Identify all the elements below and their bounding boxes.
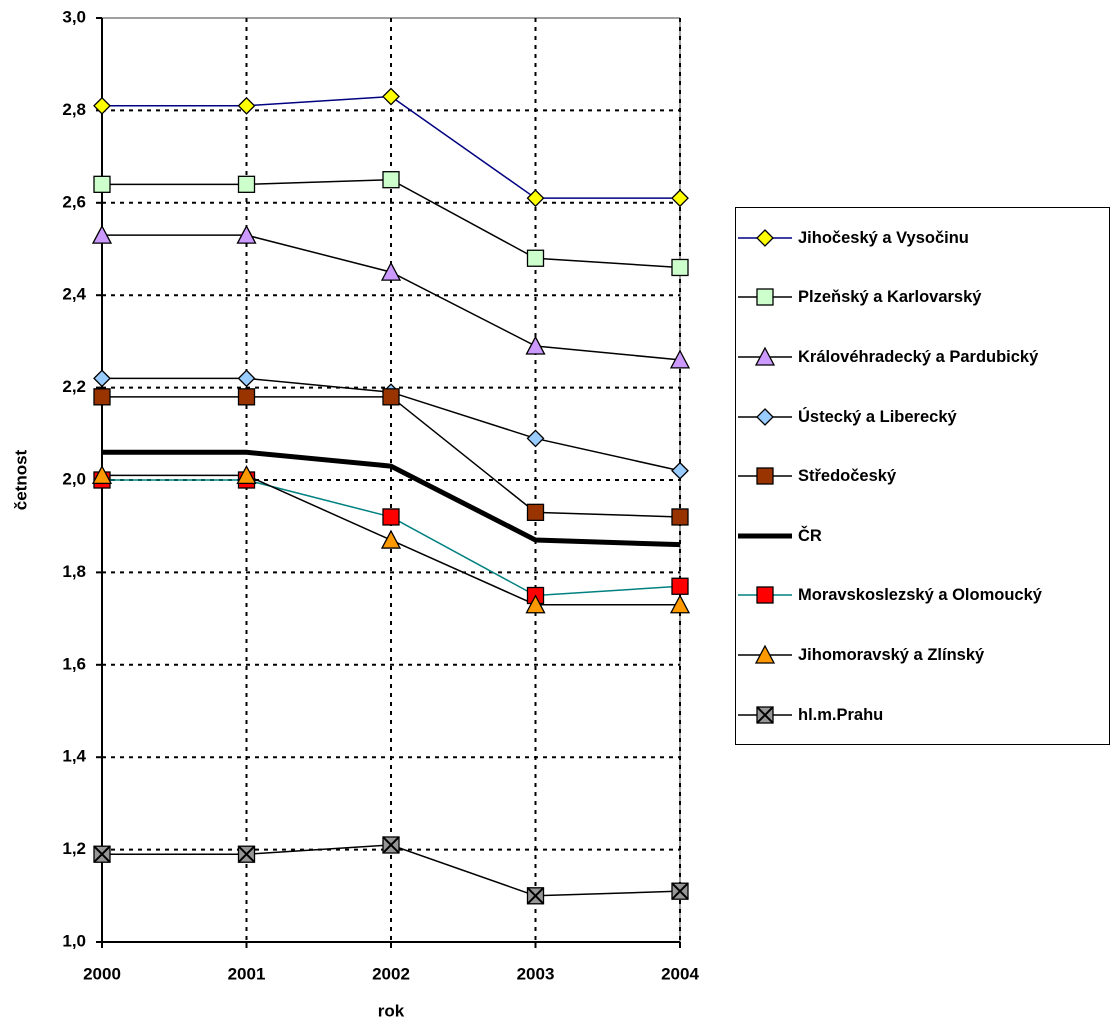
legend-item: Královéhradecký a Pardubický (736, 327, 1109, 387)
y-tick-label: 2,4 (62, 285, 86, 304)
x-axis-label: rok (378, 1001, 405, 1020)
marker (93, 96, 111, 115)
marker-cross (756, 705, 774, 724)
legend-item: Moravskoslezský a Olomoucký (736, 566, 1109, 626)
legend-item: Jihočeský a Vysočinu (736, 208, 1109, 268)
legend-label: Plzeňský a Karlovarský (798, 288, 982, 307)
marker (669, 594, 691, 614)
y-tick-label: 1,6 (62, 654, 86, 673)
legend-label: Jihomoravský a Zlínský (798, 645, 985, 664)
marker (526, 429, 545, 448)
marker (671, 577, 689, 595)
marker (526, 249, 545, 267)
marker (756, 705, 774, 724)
marker (382, 508, 400, 526)
legend-item: Ústecký a Liberecký (736, 387, 1109, 447)
legend-label: Moravskoslezský a Olomoucký (798, 586, 1042, 605)
legend: Jihočeský a Vysočinu Plzeňský a Karlovars… (735, 207, 1110, 745)
legend-label: Královéhradecký a Pardubický (798, 347, 1039, 366)
y-tick-label: 2,0 (62, 469, 86, 488)
marker-cross (382, 836, 400, 854)
marker (93, 388, 111, 406)
marker (671, 508, 689, 526)
legend-swatch (738, 407, 792, 426)
marker (754, 644, 776, 664)
chart: četnost rok 1,0 1,2 1,4 1,6 1,8 2,0 2,2 2,4 2,6 2… (11, 7, 699, 1020)
legend-swatch (738, 467, 792, 485)
marker (526, 503, 545, 521)
marker (237, 96, 256, 115)
marker (382, 836, 400, 854)
legend-item: Středočeský (736, 446, 1109, 506)
marker (525, 335, 546, 355)
legend-swatch (738, 705, 792, 724)
marker (756, 228, 774, 247)
marker (382, 87, 400, 106)
x-tick-label: 2001 (228, 964, 266, 983)
marker (237, 845, 256, 863)
legend-swatch (738, 288, 792, 307)
y-tick-label: 1,2 (62, 839, 86, 858)
legend-swatch (738, 644, 792, 664)
legend-item: Jihomoravský a Zlínský (736, 625, 1109, 685)
y-tick-label: 2,2 (62, 377, 86, 396)
legend-swatch (738, 586, 792, 605)
legend-label: ČR (798, 526, 822, 545)
marker (93, 845, 111, 863)
marker (236, 224, 257, 244)
marker-cross (526, 887, 545, 905)
marker (237, 388, 256, 406)
marker (382, 388, 400, 406)
legend-label: hl.m.Prahu (798, 705, 884, 724)
marker (380, 529, 402, 549)
legend-item: hl.m.Prahu (736, 685, 1109, 745)
marker-cross (93, 845, 111, 863)
y-tick-label: 2,8 (62, 100, 86, 119)
marker (382, 171, 400, 189)
marker (754, 346, 776, 366)
marker-cross (237, 845, 256, 863)
marker (671, 258, 689, 277)
legend-swatch (738, 346, 792, 366)
y-tick-label: 2,6 (62, 192, 86, 211)
marker (669, 349, 691, 369)
x-tick-label: 2004 (661, 964, 699, 983)
marker (237, 369, 256, 388)
marker-cross (671, 882, 689, 900)
marker (236, 464, 257, 485)
legend-label: Ústecký a Liberecký (798, 407, 957, 426)
marker (91, 464, 113, 485)
marker (756, 586, 774, 605)
marker (756, 407, 774, 426)
y-tick-label: 1,4 (62, 747, 86, 766)
legend-swatch (738, 533, 792, 539)
x-tick-label: 2000 (83, 964, 121, 983)
legend-label: Jihočeský a Vysočinu (798, 228, 969, 247)
y-axis-label: četnost (11, 449, 30, 510)
legend-swatch (738, 228, 792, 247)
y-tick-label: 3,0 (62, 7, 86, 26)
marker (526, 887, 545, 905)
x-tick-label: 2002 (372, 964, 410, 983)
marker (671, 189, 689, 208)
y-tick-label: 1,8 (62, 562, 86, 581)
series-line (102, 449, 681, 548)
y-tick-label: 1,0 (62, 931, 86, 950)
marker (93, 369, 111, 388)
marker (671, 461, 689, 480)
legend-item: ČR (736, 506, 1109, 566)
marker (380, 261, 402, 281)
marker (756, 288, 774, 307)
legend-label: Středočeský (798, 467, 897, 486)
marker (526, 189, 545, 208)
x-tick-label: 2003 (517, 964, 555, 983)
marker (525, 594, 546, 614)
marker (756, 467, 774, 485)
marker (93, 175, 111, 193)
legend-item: Plzeňský a Karlovarský (736, 268, 1109, 328)
marker (671, 882, 689, 900)
marker (237, 175, 256, 193)
marker (91, 224, 113, 244)
